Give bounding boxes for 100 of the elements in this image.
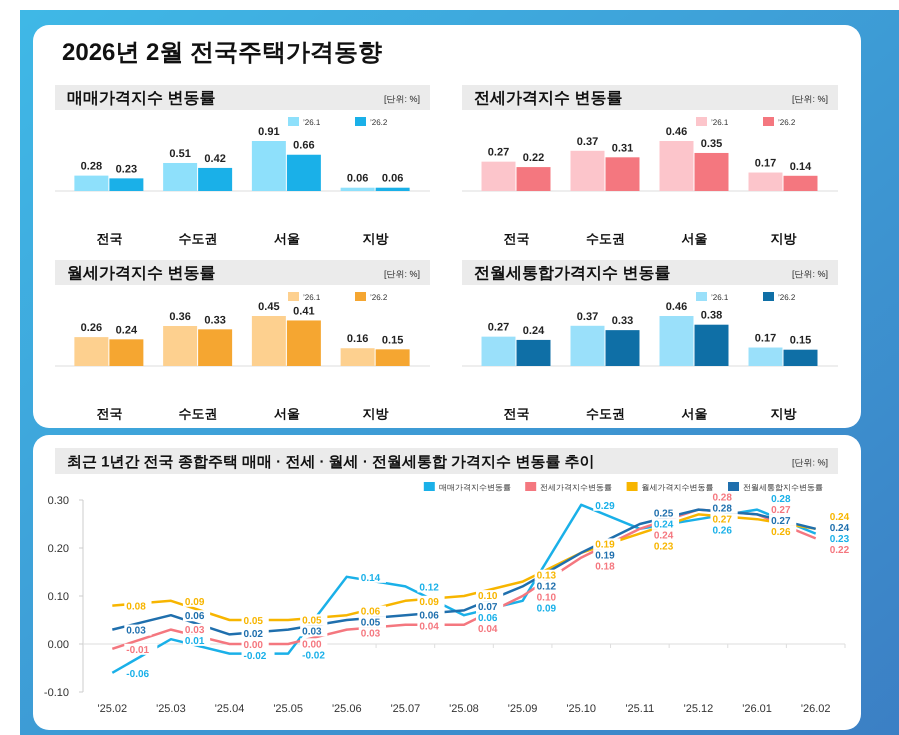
text: [단위: %]	[792, 94, 828, 104]
data-label: 0.27	[488, 146, 510, 159]
x-tick-label: '25.05	[273, 703, 303, 715]
data-label: 0.46	[666, 126, 688, 138]
data-label: 0.27	[712, 514, 732, 526]
bar	[606, 330, 640, 366]
data-label: 0.35	[700, 138, 722, 150]
y-tick-label: 0.30	[48, 495, 69, 507]
chart-title: 전월세통합가격지수 변동률	[474, 265, 670, 282]
text: [단위: %]	[792, 458, 828, 468]
data-label: 0.02	[244, 629, 264, 640]
x-tick-label: 서울	[682, 406, 708, 421]
bar	[286, 154, 321, 191]
data-label: 0.46	[666, 301, 688, 313]
data-label: 0.33	[204, 314, 226, 326]
bar	[660, 316, 694, 366]
x-tick-label: '25.11	[625, 703, 654, 715]
chart-title: 최근 1년간 전국 종합주택 매매 · 전세 · 월세 · 전월세통합 가격지수 변동률 추이	[67, 454, 595, 471]
legend-label: ’26.2	[778, 118, 796, 127]
bar	[748, 172, 782, 191]
data-label: -0.01	[126, 644, 150, 656]
x-tick-label: 전국	[96, 406, 122, 421]
data-label: 0.06	[478, 613, 498, 624]
bar	[252, 316, 286, 366]
bar	[74, 337, 108, 366]
data-label: 0.28	[712, 504, 732, 515]
data-label: 0.23	[830, 534, 850, 545]
data-label: 0.19	[595, 550, 616, 562]
legend-label: 매매가격지수변동률	[438, 483, 511, 492]
bar	[286, 320, 321, 366]
y-tick-label: 0.00	[48, 639, 69, 651]
data-label: 0.38	[700, 310, 722, 322]
data-label: 0.17	[754, 158, 776, 170]
data-label: -0.02	[302, 650, 326, 662]
data-label: -0.06	[126, 668, 150, 680]
data-label: 0.24	[116, 324, 138, 336]
bar	[570, 150, 604, 191]
bar	[376, 349, 410, 366]
data-label: 0.41	[293, 305, 315, 318]
data-label: 0.06	[184, 611, 205, 622]
bar	[198, 168, 232, 191]
bar	[198, 329, 232, 366]
bar	[784, 350, 818, 366]
bar	[74, 176, 108, 191]
data-label: 0.91	[258, 126, 280, 138]
data-label: 0.36	[169, 311, 191, 323]
text: [단위: %]	[384, 94, 420, 104]
data-label: 0.33	[612, 315, 634, 328]
data-label: 0.09	[184, 596, 205, 608]
data-label: 0.16	[346, 333, 368, 346]
x-tick-label: 서울	[682, 231, 708, 246]
data-label: 0.26	[771, 526, 791, 538]
x-tick-label: '25.04	[214, 703, 244, 715]
data-label: 0.03	[184, 624, 205, 636]
bar	[516, 167, 550, 191]
bar	[163, 162, 198, 191]
data-label: 0.06	[382, 172, 404, 185]
y-tick-label: 0.10	[48, 591, 69, 603]
bar	[163, 326, 198, 366]
x-tick-label: 지방	[362, 406, 389, 421]
bar	[694, 152, 728, 191]
x-tick-label: '25.03	[156, 703, 186, 715]
legend-label: ’26.1	[711, 293, 729, 302]
data-label: 0.05	[360, 618, 381, 629]
x-tick-label: '25.09	[508, 703, 538, 715]
x-tick-label: 수도권	[586, 406, 625, 421]
data-label: 0.37	[576, 310, 598, 323]
x-tick-label: '25.02	[97, 703, 128, 715]
bar	[252, 141, 286, 191]
legend-label: ’26.1	[303, 118, 321, 127]
chart-title: 매매가격지수 변동률	[67, 90, 216, 107]
data-label: 0.24	[830, 522, 850, 534]
data-label: 0.06	[419, 610, 440, 622]
data-label: 0.03	[360, 628, 381, 640]
data-label: 0.37	[576, 136, 598, 148]
data-label: 0.42	[204, 152, 226, 165]
data-label: 0.28	[80, 160, 102, 173]
legend-label: 전세가격지수변동률	[540, 483, 612, 492]
x-tick-label: '26.01	[742, 703, 772, 715]
data-label: 0.26	[80, 322, 102, 334]
data-label: 0.15	[382, 334, 404, 346]
data-label: 0.25	[654, 508, 674, 520]
data-label: 0.06	[346, 172, 368, 185]
data-label: 0.22	[522, 152, 544, 164]
data-label: 0.23	[654, 541, 674, 552]
data-label: 0.27	[488, 322, 510, 334]
data-label: 0.51	[169, 148, 191, 160]
legend-label: ’26.2	[370, 118, 388, 127]
bar	[516, 340, 550, 366]
x-tick-label: '25.06	[332, 703, 362, 715]
x-tick-label: 서울	[274, 231, 300, 246]
bar	[570, 326, 604, 366]
data-label: 0.09	[536, 604, 557, 615]
x-tick-label: 서울	[274, 406, 300, 421]
x-tick-label: 지방	[362, 231, 389, 246]
data-label: 0.22	[830, 544, 850, 556]
x-tick-label: '25.12	[684, 703, 714, 715]
text: 2026년 2월 전국주택가격동향	[62, 39, 382, 66]
data-label: 0.10	[478, 591, 498, 602]
data-label: 0.18	[595, 561, 616, 572]
